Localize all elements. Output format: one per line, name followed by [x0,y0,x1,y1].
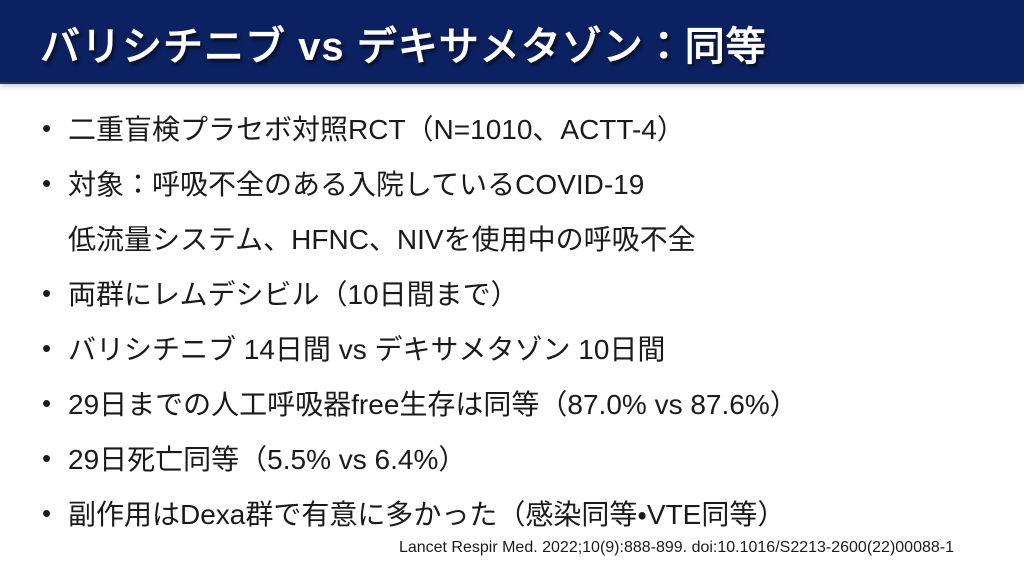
bullet-marker: • [42,497,52,528]
bullet-text: 副作用はDexa群で有意に多かった（感染同等・VTE同等） [68,498,786,530]
bullet-marker: • [42,387,52,418]
bullet-marker: • [42,112,52,143]
bullet-item: • 対象：呼吸不全のある入院しているCOVID-19 [0,155,1024,210]
bullet-text: バリシチニブ 14日間 vs デキサメタゾン 10日間 [68,333,666,365]
bullet-item: • バリシチニブ 14日間 vs デキサメタゾン 10日間 [0,320,1024,375]
bullet-text: 29日までの人工呼吸器free生存は同等（87.0% vs 87.6%） [68,388,798,420]
bullet-text: 低流量システム、HFNC、NIVを使用中の呼吸不全 [68,223,696,255]
bullet-continuation-line: 低流量システム、HFNC、NIVを使用中の呼吸不全 [0,210,1024,265]
bullet-list: • 二重盲検プラセボ対照RCT（N=1010、ACTT-4） • 対象：呼吸不全… [0,100,1024,540]
bullet-item: • 29日までの人工呼吸器free生存は同等（87.0% vs 87.6%） [0,375,1024,430]
bullet-marker: • [42,167,52,198]
title-bar: バリシチニブ vs デキサメタゾン：同等 [0,0,1024,84]
bullet-text: 二重盲検プラセボ対照RCT（N=1010、ACTT-4） [68,113,685,145]
bullet-marker: • [42,332,52,363]
bullet-text: 両群にレムデシビル（10日間まで） [68,278,519,310]
bullet-item: • 両群にレムデシビル（10日間まで） [0,265,1024,320]
bullet-marker: • [42,277,52,308]
bullet-text: 対象：呼吸不全のある入院しているCOVID-19 [68,168,645,200]
bullet-item: • 29日死亡同等（5.5% vs 6.4%） [0,430,1024,485]
citation: Lancet Respir Med. 2022;10(9):888-899. d… [398,539,954,556]
slide-title: バリシチニブ vs デキサメタゾン：同等 [40,25,767,69]
bullet-text: 29日死亡同等（5.5% vs 6.4%） [68,443,467,475]
bullet-item: • 二重盲検プラセボ対照RCT（N=1010、ACTT-4） [0,100,1024,155]
bullet-marker: • [42,442,52,473]
bullet-item: • 副作用はDexa群で有意に多かった（感染同等・VTE同等） [0,485,1024,540]
